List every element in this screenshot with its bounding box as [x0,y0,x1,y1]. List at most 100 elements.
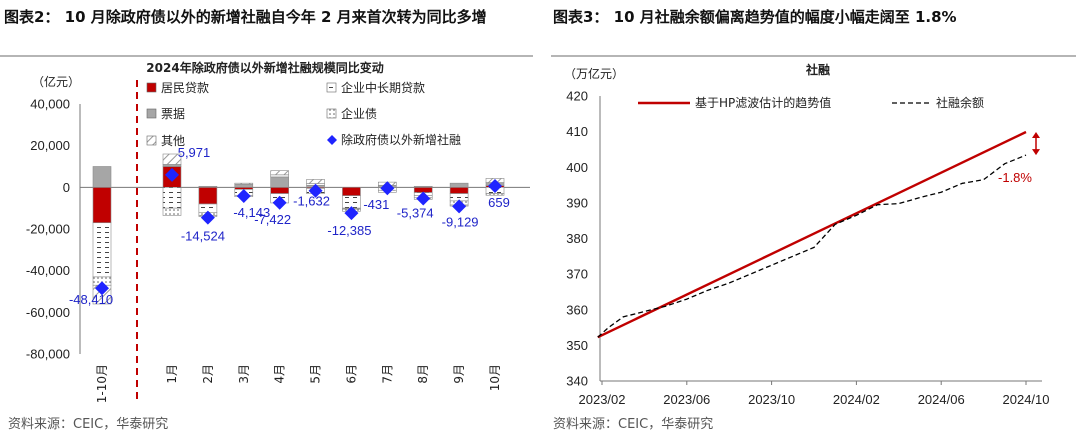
bar-segment-bills [198,185,218,188]
right-legend: 基于HP滤波估计的趋势值 社融余额 [638,95,984,110]
left-x-tick-label: 2月 [201,364,215,384]
left-axes: 2024年除政府债以外新增社融规模同比变动 （亿元） 40,000 20,000 0 -2… [26,60,530,403]
data-label: -5,374 [397,206,434,221]
bar-segment-corporate_bond [270,174,289,178]
right-y-tick-label: 410 [566,124,588,139]
data-label: -4,143 [233,205,270,220]
right-x-tick-label: 2024/06 [918,392,965,407]
bar-chart: 2024年除政府债以外新增社融规模同比变动 （亿元） 40,000 20,000 0 -2… [26,60,530,403]
left-y-tick-label: 20,000 [30,138,70,153]
annotation-arrowhead-up [1032,131,1040,138]
left-x-tick-label: 6月 [344,364,358,384]
bar-segment-household [92,187,112,224]
right-source-note: 资料来源：CEIC，华泰研究 [553,417,714,432]
left-x-tick-label: 3月 [237,364,251,384]
left-y-tick-label: 0 [63,180,70,195]
legend-swatch-bills [146,108,157,119]
bar-segment-household [342,187,361,196]
right-y-tick-label: 370 [566,267,588,282]
bar-segment-bills [92,166,112,188]
legend-label: 居民贷款 [161,81,209,95]
bar-segment-household [270,187,289,194]
legend-swatch-corporate_mlt [326,82,337,93]
legend-swatch-corporate_bond [326,108,337,119]
marker-point [344,206,359,221]
line-chart: 社融 （万亿元） 340 350 360 370 380 390 400 410 420 2023/0… [564,62,1050,407]
right-x-tick-label: 2023/10 [748,392,795,407]
bar-segment-bills [162,164,182,167]
bar-segment-other [162,153,182,165]
right-lines: -1.8% [597,130,1040,339]
data-label: -12,385 [327,223,371,238]
right-y-tick-label: 350 [566,338,588,353]
left-source-note: 资料来源：CEIC，华泰研究 [8,417,169,432]
legend-label: 社融余额 [936,95,984,110]
marker-point [416,191,431,206]
left-x-tick-label: 7月 [380,364,394,384]
right-y-tick-label: 360 [566,302,588,317]
marker-point [272,195,287,210]
right-y-tick-label: 400 [566,160,588,175]
bar-segment-household [449,187,469,194]
left-x-tick-label: 9月 [452,364,466,384]
bar-segment-corporate_mlt [162,187,182,209]
left-x-tick-label: 8月 [416,364,430,384]
marker-point [380,181,395,196]
annotation-label: -1.8% [998,170,1032,185]
bar-segment-bills [270,176,289,188]
bar-segment-other [270,170,289,176]
bar-segment-corporate_bond [162,207,182,216]
right-title-rule [551,55,1076,57]
bar-segment-household [198,187,218,205]
legend-swatch-marker [327,135,337,145]
right-x-tick-label: 2024/02 [833,392,880,407]
left-markers: -48,410 5,971 -14,524 -4,143-7,422-1,632 -12… [69,145,510,307]
legend-label: 其他 [161,134,185,148]
data-label: 659 [488,195,510,210]
left-x-tick-label: 4月 [273,364,287,384]
left-x-tick-label: 10月 [488,364,502,391]
left-x-tick-label: 1-10月 [95,364,109,403]
left-x-tick-label: 5月 [309,364,323,384]
legend-swatch-household [146,82,157,93]
bar-segment-corporate_bond [485,193,505,196]
left-y-tick-label: -60,000 [26,305,70,320]
marker-point [165,167,179,182]
data-label: 5,971 [178,145,211,160]
right-axes: 社融 （万亿元） 340 350 360 370 380 390 400 410 420 2023/0… [564,62,1050,407]
line-actual_line [597,154,1027,338]
right-y-axis-label: （万亿元） [564,66,624,81]
left-title-rule [0,55,533,57]
right-y-tick-label: 390 [566,195,588,210]
bar-segment-bills [449,182,469,188]
left-y-tick-label: -80,000 [26,347,70,362]
data-label: -7,422 [254,212,291,227]
right-figure-title: 图表3： 10 月社融余额偏离趋势值的幅度小幅走阔至 1.8% [553,8,957,26]
left-y-tick-label: -20,000 [26,222,70,237]
left-y-axis-label: （亿元） [32,74,80,89]
data-label: -48,410 [69,292,113,307]
legend-label: 企业债 [341,106,377,121]
right-chart-title: 社融 [805,62,830,77]
legend-label: 基于HP滤波估计的趋势值 [695,95,831,110]
annotation-arrowhead-down [1032,149,1040,156]
right-x-tick-label: 2024/10 [1003,392,1050,407]
bar-segment-corporate_mlt [92,222,112,278]
right-x-tick-label: 2023/06 [663,392,710,407]
legend-label: 企业中长期贷款 [341,80,425,95]
data-label: -9,129 [442,214,479,229]
right-x-tick-label: 2023/02 [579,392,626,407]
data-label: -431 [363,197,389,212]
right-y-tick-label: 380 [566,231,588,246]
left-figure-title: 图表2： 10 月除政府债以外的新增社融自今年 2 月来首次转为同比多增 [4,8,487,26]
right-y-tick-label: 420 [566,89,588,104]
left-chart-title: 2024年除政府债以外新增社融规模同比变动 [146,60,383,75]
left-x-tick-label: 1月 [165,364,179,384]
marker-point [308,183,323,198]
legend-swatch-other [146,135,157,146]
bar-segment-bills [234,183,254,188]
data-label: -1,632 [293,194,330,209]
data-label: -14,524 [181,229,225,244]
marker-point [488,178,502,193]
